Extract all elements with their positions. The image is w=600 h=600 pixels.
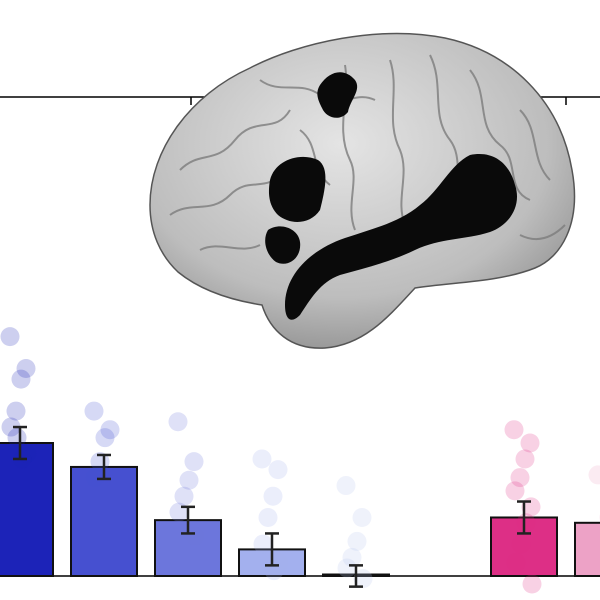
data-point (269, 553, 289, 573)
data-point (7, 428, 27, 448)
data-point (510, 468, 530, 488)
data-point (258, 507, 278, 527)
brain-gyri (169, 54, 566, 251)
data-point (588, 465, 600, 485)
data-point (506, 553, 526, 573)
data-point (0, 327, 20, 347)
data-point (353, 569, 373, 589)
data-point (511, 534, 531, 554)
data-point (516, 513, 536, 533)
bar (574, 521, 600, 577)
data-points (0, 327, 600, 594)
brain-image (149, 32, 576, 349)
bar (70, 465, 138, 577)
data-point (6, 401, 26, 421)
data-point (252, 449, 272, 469)
data-point (100, 420, 120, 440)
data-point (185, 526, 205, 546)
data-point (168, 412, 188, 432)
data-point (174, 486, 194, 506)
data-point (263, 486, 283, 506)
data-point (85, 468, 105, 488)
error-bars (13, 425, 531, 588)
data-point (342, 547, 362, 567)
data-point (253, 534, 273, 554)
bars (0, 442, 600, 578)
bar (0, 442, 54, 577)
data-point (268, 460, 288, 480)
data-point (16, 359, 36, 379)
data-point (522, 574, 542, 594)
data-point (84, 401, 104, 421)
data-point (337, 558, 357, 578)
data-point (169, 502, 189, 522)
brain-activation (265, 72, 518, 320)
data-point (11, 369, 31, 389)
data-point (184, 452, 204, 472)
data-point (1, 417, 21, 437)
data-point (520, 433, 540, 453)
data-point (505, 481, 525, 501)
data-point (515, 449, 535, 469)
brain-surface (149, 32, 576, 349)
data-point (347, 531, 367, 551)
data-point (336, 476, 356, 496)
data-point (352, 507, 372, 527)
data-point (504, 420, 524, 440)
data-point (179, 470, 199, 490)
data-point (95, 428, 115, 448)
data-point (264, 561, 284, 581)
